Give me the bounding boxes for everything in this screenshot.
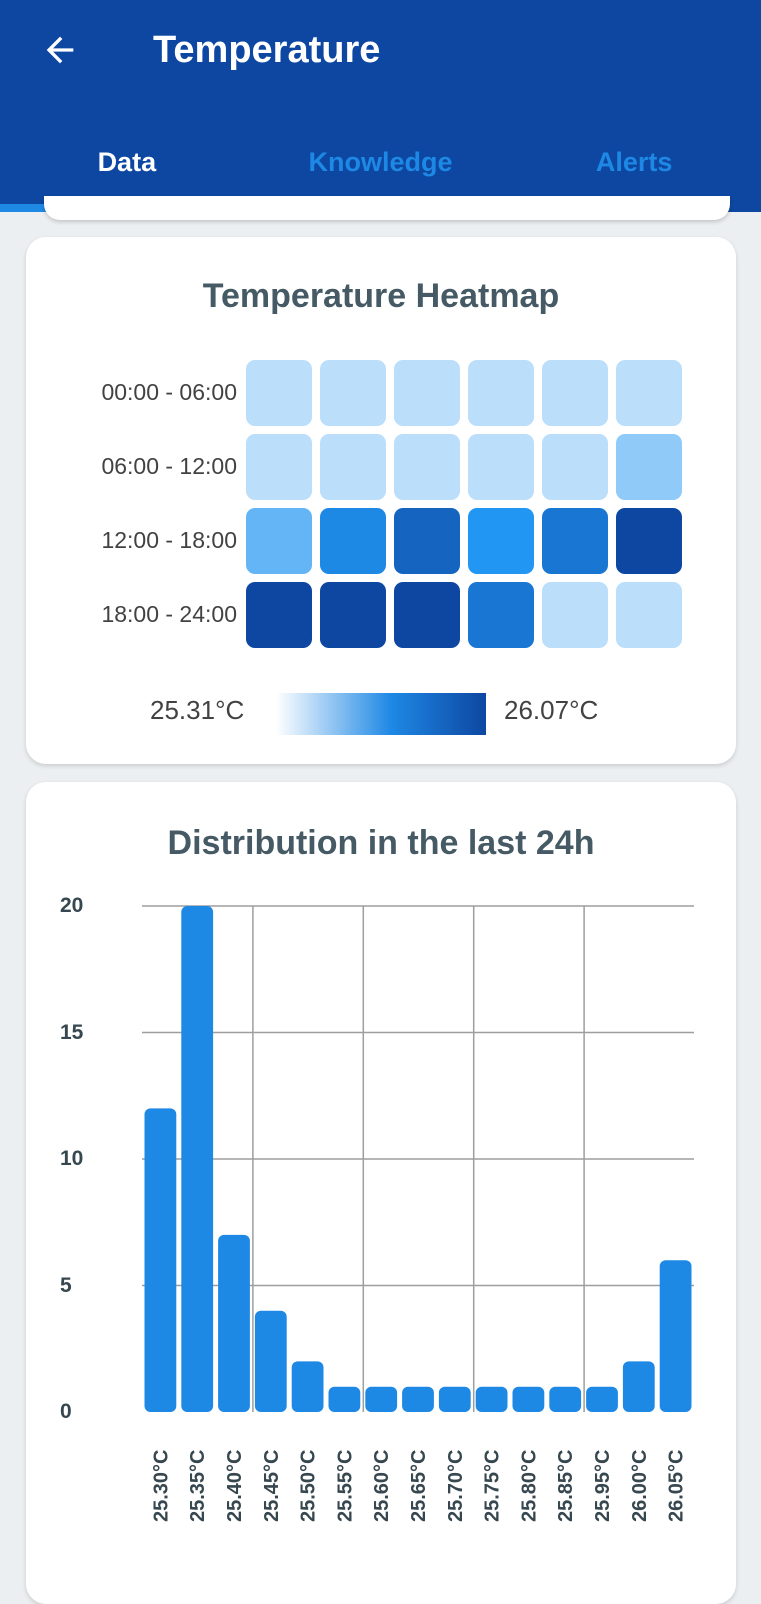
x-tick-label: 25.85°C [555,1450,577,1523]
tab-bar: Data Knowledge Alerts [0,120,761,212]
x-tick-label: 25.80°C [518,1450,540,1523]
page-title: Temperature [153,29,381,71]
heatmap-cell [542,582,608,648]
heatmap-cell [542,360,608,426]
legend-max-label: 26.07°C [504,695,599,725]
heatmap-cell [394,582,460,648]
x-tick-label: 25.75°C [482,1450,504,1523]
heatmap-cell [542,434,608,500]
legend-gradient [276,693,486,735]
x-tick-label: 25.35°C [187,1450,209,1523]
histogram-bar [254,1310,287,1412]
heatmap-cell [246,360,312,426]
heatmap-cell [616,582,682,648]
x-tick-label: 26.00°C [629,1450,651,1523]
histogram-bar [549,1386,582,1412]
distribution-chart: 25.30°C 25.35°C 25.40°C 25.45°C 25.50°C 25.55… [142,905,694,1523]
arrow-back-icon [46,36,74,64]
heatmap-cell [320,582,386,648]
histogram-bar [512,1386,545,1412]
x-tick-label: 25.40°C [224,1450,246,1523]
heatmap-cell [468,508,534,574]
histogram-bar [438,1386,471,1412]
heatmap-card: Temperature Heatmap 00:00 - 06:00 06:00 -… [26,237,736,764]
x-tick-label: 25.60°C [371,1450,393,1523]
heatmap-cell [616,508,682,574]
y-tick-label: 0 [60,1400,72,1423]
y-tick-label: 15 [60,1020,84,1044]
x-tick-label: 25.50°C [298,1450,320,1523]
histogram-bar [475,1386,508,1412]
heatmap-cell [394,360,460,426]
tab-alerts[interactable]: Alerts [595,146,673,177]
heatmap-cell [320,508,386,574]
heatmap-cell [246,508,312,574]
heatmap-cell [468,434,534,500]
heatmap-cell [246,434,312,500]
x-tick-label: 25.55°C [334,1450,356,1523]
back-button[interactable] [36,26,84,74]
heatmap-title: Temperature Heatmap [202,277,560,315]
heatmap-cell [320,360,386,426]
heatmap-cell [616,360,682,426]
heatmap-row-label: 18:00 - 24:00 [101,601,237,627]
previous-card-edge [44,196,730,220]
histogram-bar [365,1386,398,1412]
x-tick-label: 25.30°C [150,1450,172,1523]
histogram-bar [586,1386,618,1412]
histogram-bar [218,1234,250,1412]
histogram-bar [622,1361,655,1412]
x-tick-label: 25.65°C [408,1450,430,1523]
histogram-bar [659,1260,692,1412]
x-tick-label: 25.45°C [261,1450,283,1523]
histogram-bar [328,1386,361,1412]
heatmap-cell [320,434,386,500]
heatmap-cell [394,434,460,500]
distribution-card: Distribution in the last 24h 0 5 10 15 20 25… [26,782,736,1604]
histogram-bar [181,906,214,1412]
histogram-bar [144,1108,177,1412]
tab-data[interactable]: Data [97,146,157,177]
y-tick-label: 20 [60,894,84,917]
heatmap-cell [542,508,608,574]
heatmap-cell [394,508,460,574]
x-tick-label: 25.70°C [445,1450,467,1523]
x-tick-label: 25.95°C [592,1450,614,1523]
legend-min-label: 25.31°C [150,695,245,725]
heatmap-cell [468,582,534,648]
heatmap-row-label: 06:00 - 12:00 [101,453,237,479]
histogram-bar [291,1361,324,1412]
tab-knowledge[interactable]: Knowledge [308,146,453,177]
heatmap-cell [468,360,534,426]
x-tick-label: 26.05°C [666,1450,688,1523]
heatmap-row-label: 12:00 - 18:00 [101,527,237,553]
distribution-title: Distribution in the last 24h [167,824,595,862]
histogram-bar [402,1386,434,1412]
y-tick-label: 5 [60,1273,72,1297]
heatmap-row-label: 00:00 - 06:00 [101,379,237,405]
app-bar: Temperature Data Knowledge Alerts [0,0,761,212]
y-tick-label: 10 [60,1147,84,1170]
heatmap-cell [616,434,682,500]
heatmap-cell [246,582,312,648]
